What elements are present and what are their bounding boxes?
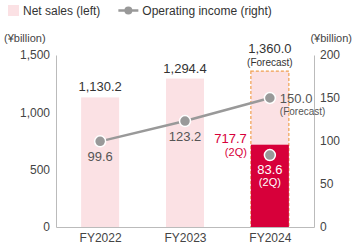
data-label: 1,294.4 xyxy=(163,61,206,76)
tick: 200 xyxy=(314,48,340,62)
legend-item: Operating income (right) xyxy=(118,4,271,18)
y-axis-line xyxy=(56,56,57,228)
data-label: 717.7 xyxy=(214,131,247,146)
tick-label: 0 xyxy=(43,220,50,234)
marker xyxy=(264,150,275,161)
series-note: (2Q) xyxy=(259,176,281,188)
data-label: 83.6 xyxy=(257,162,282,177)
tick-label: FY2022 xyxy=(80,231,122,245)
legend-marker xyxy=(124,7,132,15)
tick: 150 xyxy=(314,91,340,105)
data-labels: 1,130.21,294.41,360.0(Forecast)717.7(2Q)… xyxy=(78,41,325,188)
data-note: (Forecast) xyxy=(280,106,326,117)
tick: 500 xyxy=(30,163,56,177)
legend-label: Operating income (right) xyxy=(142,4,271,18)
tick: 0 xyxy=(314,220,327,234)
bar xyxy=(251,145,289,227)
x-axis: FY2022 FY2023 FY2024 xyxy=(57,228,315,245)
tick-label: 500 xyxy=(30,163,50,177)
y2-axis-line xyxy=(314,56,315,228)
data-label: 99.6 xyxy=(87,149,112,164)
tick: 1,000 xyxy=(20,106,56,120)
plot-area xyxy=(81,71,289,227)
tick-label: 0 xyxy=(320,220,327,234)
tick: 50 xyxy=(314,177,334,191)
marker xyxy=(264,93,275,104)
legend-swatch xyxy=(8,5,19,16)
tick: FY2024 xyxy=(249,231,291,245)
tick-label: 50 xyxy=(320,177,334,191)
data-label: 1,360.0 xyxy=(248,41,291,56)
y2-axis: 0 50 100 150 200 xyxy=(314,48,340,234)
tick-label: 100 xyxy=(320,134,340,148)
tick-label: FY2023 xyxy=(164,231,206,245)
x-axis-line xyxy=(57,227,315,228)
tick-label: 1,500 xyxy=(20,48,50,62)
legend: Net sales (left) Operating income (right) xyxy=(8,4,272,18)
tick: 100 xyxy=(314,134,340,148)
data-label: 123.2 xyxy=(169,129,202,144)
tick-label: 200 xyxy=(320,48,340,62)
data-note: (Forecast) xyxy=(247,57,293,68)
marker xyxy=(95,136,106,147)
data-label: 150.0 xyxy=(280,91,313,106)
y-axis: 0 500 1,000 1,500 xyxy=(20,48,57,234)
y2-axis-title: (¥billion) xyxy=(310,32,352,44)
tick-label: 1,000 xyxy=(20,106,50,120)
tick: FY2022 xyxy=(80,231,122,245)
tick: FY2023 xyxy=(164,231,206,245)
marker xyxy=(180,116,191,127)
tick-label: FY2024 xyxy=(249,231,291,245)
data-label: 1,130.2 xyxy=(78,79,121,94)
legend-item: Net sales (left) xyxy=(8,4,100,18)
bar xyxy=(166,79,204,227)
chart: 05001,0001,500050100150200FY2022FY2023FY… xyxy=(0,0,355,245)
legend-label: Net sales (left) xyxy=(23,4,100,18)
bar xyxy=(81,97,119,227)
tick: 0 xyxy=(43,220,56,234)
tick-label: 150 xyxy=(320,91,340,105)
y-axis-title: (¥billion) xyxy=(4,32,46,44)
series-note: (2Q) xyxy=(225,146,247,158)
tick: 1,500 xyxy=(20,48,56,62)
